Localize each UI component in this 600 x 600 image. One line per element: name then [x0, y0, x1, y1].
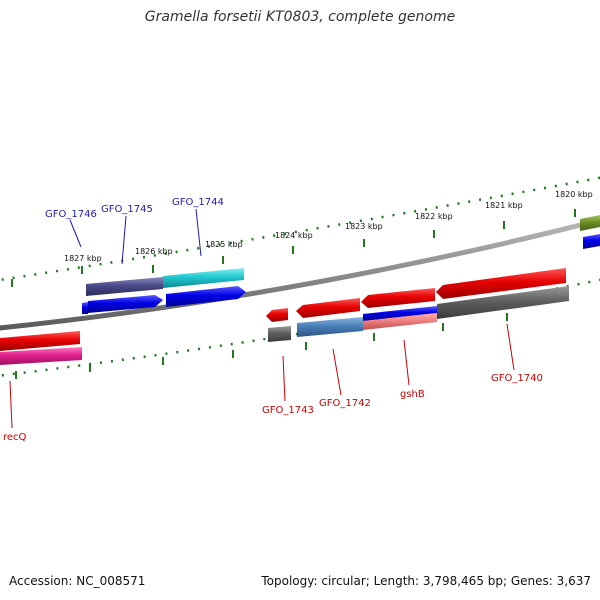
leader-line — [195, 208, 202, 257]
gene-label-gfo-1746[interactable]: GFO_1746 — [45, 209, 97, 220]
gene-feature-forward-blue[interactable] — [166, 286, 246, 307]
leader-line — [9, 380, 13, 429]
ruler-label: 1823 kbp — [345, 222, 383, 231]
gene-label-gfo-1744[interactable]: GFO_1744 — [172, 197, 224, 208]
forward-strand-features — [82, 215, 600, 314]
leader-line — [121, 215, 127, 265]
gene-feature-gshb[interactable] — [361, 288, 435, 308]
gene-label-gshb[interactable]: gshB — [400, 389, 425, 400]
gene-feature-blue-edge[interactable] — [583, 234, 600, 249]
outer-ruler-ticks — [11, 209, 576, 287]
gene-feature-gfo-1742[interactable] — [296, 298, 360, 318]
reverse-strand-features — [0, 268, 569, 365]
outer-ruler-arc — [0, 176, 600, 282]
gene-feature-gfo-1744[interactable] — [163, 268, 244, 288]
gene-label-gfo-1745[interactable]: GFO_1745 — [101, 204, 153, 215]
leader-line — [506, 323, 515, 371]
gene-feature-forward-edge[interactable] — [82, 302, 88, 314]
gene-feature-gfo-1743[interactable] — [266, 308, 288, 322]
gene-labels-forward: GFO_1746 GFO_1745 GFO_1744 — [45, 197, 224, 220]
gene-feature-recq-magenta[interactable] — [0, 347, 82, 365]
inner-ruler-ticks — [15, 313, 508, 379]
gene-feature-olive-edge[interactable] — [580, 215, 600, 231]
gene-label-gfo-1743[interactable]: GFO_1743 — [262, 405, 314, 416]
gene-labels-reverse: recQ GFO_1743 GFO_1742 gshB GFO_1740 — [3, 373, 543, 443]
leader-line — [332, 348, 342, 396]
gene-feature-gfo-1746[interactable] — [86, 277, 163, 296]
gene-feature-gfo-1740-gray[interactable] — [437, 286, 569, 319]
ruler-label: 1822 kbp — [415, 212, 453, 221]
gene-feature-gfo-1745[interactable] — [88, 295, 163, 313]
gene-feature-gfo-1740[interactable] — [436, 268, 566, 299]
ruler-label: 1824 kbp — [275, 231, 313, 240]
leader-line — [282, 355, 286, 402]
gene-label-gfo-1742[interactable]: GFO_1742 — [319, 398, 371, 409]
gene-label-gfo-1740[interactable]: GFO_1740 — [491, 373, 543, 384]
topology-text: Topology: circular; Length: 3,798,465 bp… — [261, 574, 591, 588]
gene-feature-recq[interactable] — [0, 331, 80, 351]
gene-label-recq[interactable]: recQ — [3, 432, 27, 443]
ruler-label: 1821 kbp — [485, 201, 523, 210]
ruler-label: 1827 kbp — [64, 254, 102, 263]
genome-backbone — [0, 217, 600, 331]
accession-text: Accession: NC_008571 — [9, 574, 146, 588]
gene-feature-gfo-1742-steel[interactable] — [297, 317, 363, 337]
label-leaders — [9, 208, 515, 429]
ruler-labels: 1827 kbp 1826 kbp 1825 kbp 1824 kbp 1823… — [64, 190, 593, 263]
ruler-label: 1825 kbp — [205, 240, 243, 249]
ruler-label: 1826 kbp — [135, 247, 173, 256]
gene-feature-gfo-1743-gray[interactable] — [268, 326, 291, 342]
leader-line — [69, 219, 82, 248]
gene-feature-gshb-pink[interactable] — [363, 313, 437, 330]
map-title: Gramella forsetii KT0803, complete genom… — [144, 9, 456, 25]
ruler-label: 1820 kbp — [555, 190, 593, 199]
gene-feature-gshb-blue[interactable] — [363, 306, 437, 321]
leader-line — [403, 339, 410, 386]
